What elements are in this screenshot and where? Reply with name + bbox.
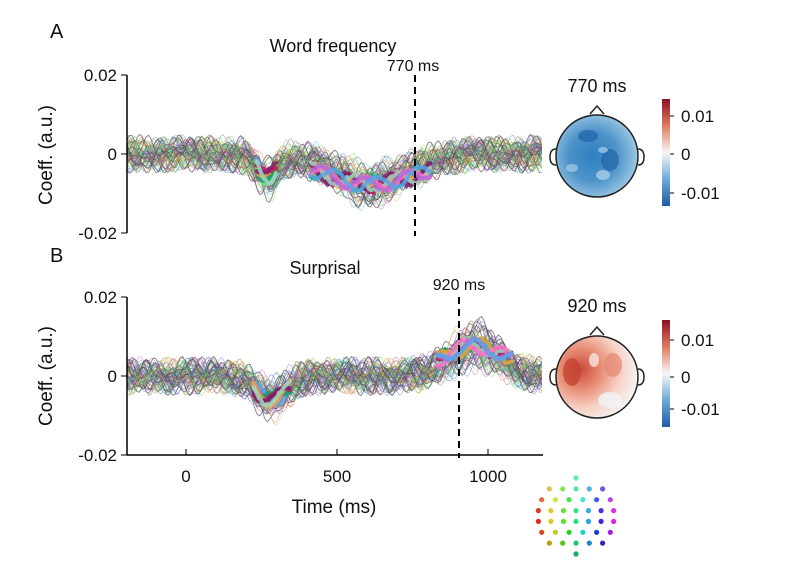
- electrode-dot: [573, 508, 579, 514]
- nose-shape: [589, 104, 605, 115]
- electrode-dot: [552, 529, 559, 535]
- panel-b-channel-trace: [127, 342, 543, 407]
- panel-b-channel-trace: [127, 318, 543, 414]
- electrode-dot: [560, 540, 566, 546]
- panel-b-channel-trace: [127, 347, 543, 407]
- panel-a-topo-label: 770 ms: [567, 76, 626, 96]
- panel-a-cluster-trace: [254, 159, 279, 187]
- panel-a-channel-trace: [127, 135, 543, 192]
- electrode-dot: [586, 486, 592, 492]
- electrode-dot: [560, 508, 567, 514]
- electrode-dot: [573, 475, 579, 481]
- panel-b-ylabel: Coeff. (a.u.): [36, 326, 57, 426]
- electrode-dot: [600, 486, 606, 492]
- xtick-label: 1000: [469, 467, 507, 486]
- panel-b-marker-label: 920 ms: [433, 277, 485, 294]
- panel-a-title: Word frequency: [270, 36, 397, 56]
- panel-a-colorbar-ticks: 0.01 0 -0.01: [670, 107, 720, 203]
- panel-b-cluster-trace: [435, 336, 514, 364]
- panel-a: A Word frequency Coeff. (a.u.) 0.02 0 -0…: [36, 21, 720, 243]
- panel-a-cb-tick-label: -0.01: [681, 184, 720, 203]
- electrode-dot: [598, 518, 604, 525]
- left-ear-shape: [549, 368, 557, 386]
- panel-b-title: Surprisal: [289, 258, 360, 278]
- left-ear-shape: [549, 148, 557, 166]
- electrode-dot: [539, 529, 545, 535]
- electrode-dot: [598, 508, 604, 514]
- panel-b-ytick-label: 0: [108, 367, 117, 386]
- panel-a-cb-tick-label: 0.01: [681, 107, 714, 126]
- electrode-dot: [566, 497, 572, 503]
- panel-b-channel-traces: [127, 315, 543, 427]
- electrode-dot: [573, 518, 579, 525]
- panel-a-cluster-trace: [308, 160, 433, 195]
- electrode-dot: [573, 486, 579, 492]
- panel-letter-b: B: [50, 245, 63, 267]
- electrode-dot: [586, 540, 592, 546]
- scalp-map-a: [555, 114, 639, 198]
- panel-b-colorbar: [662, 320, 670, 427]
- panel-a-ytick-label: -0.02: [78, 224, 117, 243]
- electrode-dot: [535, 518, 542, 525]
- electrode-dot: [566, 529, 572, 535]
- electrode-dot: [546, 540, 553, 546]
- panel-a-ylabel: Coeff. (a.u.): [36, 105, 57, 205]
- electrode-dot: [548, 518, 554, 525]
- electrode-color-legend: [535, 475, 617, 557]
- electrode-dot: [560, 518, 567, 525]
- electrode-dot: [535, 508, 542, 514]
- electrode-dot: [573, 540, 579, 546]
- electrode-dot: [611, 518, 617, 525]
- nose-shape: [589, 325, 605, 336]
- electrode-dot: [573, 551, 579, 557]
- electrode-dot: [548, 508, 554, 514]
- panel-b-topomap: [549, 325, 645, 419]
- electrode-dot: [607, 529, 613, 535]
- panel-b-ytick-label: 0.02: [84, 288, 117, 307]
- panel-a-significant-clusters: [254, 157, 433, 196]
- xtick-label: 500: [323, 467, 351, 486]
- xtick-label: 0: [181, 467, 190, 486]
- electrode-dot: [552, 497, 559, 503]
- electrode-dot: [539, 497, 545, 503]
- panel-a-cb-tick-label: 0: [681, 145, 690, 164]
- panel-a-topomap: [549, 104, 645, 198]
- panel-a-colorbar: [662, 99, 670, 206]
- right-ear-shape: [637, 368, 645, 386]
- panel-b-cluster-trace: [435, 337, 514, 370]
- panel-b-cb-tick-label: 0.01: [681, 331, 714, 350]
- electrode-dot: [560, 486, 566, 492]
- electrode-dot: [546, 486, 553, 492]
- panel-b-cb-tick-label: -0.01: [681, 400, 720, 419]
- panel-a-channel-trace: [127, 135, 543, 195]
- electrode-dot: [585, 518, 592, 525]
- panel-b: B Surprisal Coeff. (a.u.) 0.02 0 -0.02 0…: [36, 245, 720, 518]
- panel-b-ytick-label: -0.02: [78, 446, 117, 465]
- panel-b-channel-trace: [127, 348, 543, 403]
- panel-b-channel-trace: [127, 346, 542, 412]
- panel-a-marker-label: 770 ms: [387, 58, 439, 75]
- electrode-dot: [607, 497, 613, 503]
- panel-b-significant-clusters: [251, 334, 514, 411]
- electrode-dot: [580, 497, 586, 503]
- right-ear-shape: [637, 148, 645, 166]
- electrode-dot: [600, 540, 606, 546]
- electrode-dot: [585, 508, 592, 514]
- panel-a-cluster-trace: [308, 163, 433, 193]
- panel-a-ytick-label: 0.02: [84, 66, 117, 85]
- electrode-dot: [594, 529, 600, 535]
- panel-b-topo-label: 920 ms: [567, 296, 626, 316]
- x-axis-label: Time (ms): [292, 497, 377, 518]
- panel-b-cluster-trace: [251, 379, 292, 409]
- panel-letter-a: A: [50, 21, 64, 43]
- panel-a-ytick-label: 0: [108, 145, 117, 164]
- panel-b-cb-tick-label: 0: [681, 368, 690, 387]
- panel-b-colorbar-ticks: 0.01 0 -0.01: [670, 331, 720, 419]
- electrode-dot: [580, 529, 586, 535]
- electrode-dot: [611, 508, 617, 514]
- electrode-dot: [594, 497, 600, 503]
